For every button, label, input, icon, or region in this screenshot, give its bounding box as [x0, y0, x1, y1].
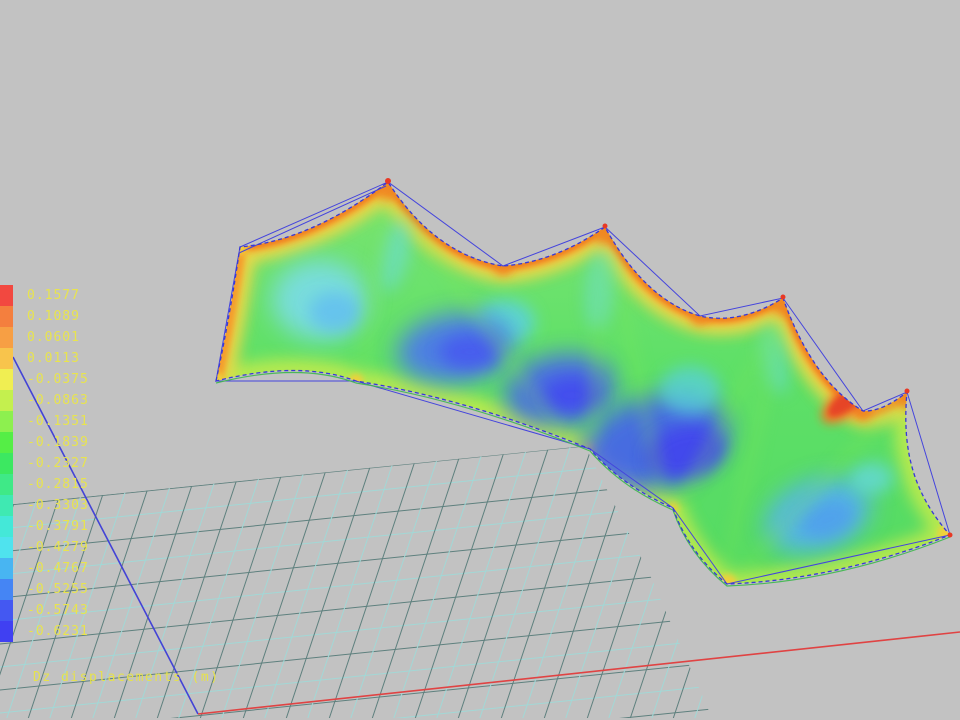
- grid-line: [667, 446, 712, 718]
- grid-line: [258, 446, 363, 718]
- legend-color-band: [0, 579, 13, 600]
- legend-value: 0.1577: [27, 288, 80, 303]
- legend-color-band: [0, 411, 13, 432]
- grid-line: [0, 590, 712, 669]
- grid-line: [0, 705, 712, 718]
- grid-line: [0, 613, 712, 692]
- legend-color-band: [0, 390, 13, 411]
- grid-line: [0, 446, 712, 508]
- grid-line: [495, 446, 600, 718]
- grid-line: [323, 446, 428, 718]
- legend-title: Dz displacements (m): [33, 670, 220, 685]
- legend-color-band: [0, 285, 13, 306]
- legend-color-band: [0, 537, 13, 558]
- grid-line: [215, 446, 320, 718]
- legend-value: -0.2327: [27, 456, 89, 471]
- grid-line: [473, 446, 578, 718]
- legend-color-band: [0, 558, 13, 579]
- legend-value: -0.1351: [27, 414, 89, 429]
- legend-value: 0.0601: [27, 330, 80, 345]
- legend-value: -0.2815: [27, 477, 89, 492]
- grid-line: [280, 446, 385, 718]
- legend-value: -0.1839: [27, 435, 89, 450]
- grid-line: [344, 446, 449, 718]
- legend-color-band: [0, 327, 13, 348]
- legend-value: -0.3303: [27, 498, 89, 513]
- legend-colorbar: [0, 285, 13, 642]
- grid-line: [0, 682, 712, 718]
- grid-line: [452, 446, 557, 718]
- grid-line: [0, 659, 712, 718]
- edge-cable: [215, 371, 951, 587]
- grid-line: [0, 544, 712, 623]
- legend-value: -0.0375: [27, 372, 89, 387]
- legend-color-band: [0, 432, 13, 453]
- legend-color-band: [0, 369, 13, 390]
- legend-color-band: [0, 453, 13, 474]
- grid-line: [237, 446, 342, 718]
- grid-line: [0, 498, 712, 577]
- legend-color-band: [0, 495, 13, 516]
- legend-value: 0.1089: [27, 309, 80, 324]
- legend-value: -0.0863: [27, 393, 89, 408]
- legend-color-band: [0, 474, 13, 495]
- legend-value: -0.5255: [27, 582, 89, 597]
- legend-value: 0.0113: [27, 351, 80, 366]
- x-axis-line: [197, 631, 960, 715]
- legend-value: -0.5743: [27, 603, 89, 618]
- legend-color-band: [0, 516, 13, 537]
- legend-color-band: [0, 600, 13, 621]
- grid-line: [516, 446, 621, 718]
- grid-line: [430, 446, 535, 718]
- grid-line: [366, 446, 471, 718]
- legend-color-band: [0, 306, 13, 327]
- legend-values: 0.1577 0.1089 0.0601 0.0113 -0.0375 -0.0863 -0…: [27, 285, 117, 642]
- peak-node-dots: [385, 178, 953, 538]
- legend-value: -0.3791: [27, 519, 89, 534]
- grid-line: [0, 567, 712, 646]
- grid-line: [409, 446, 514, 718]
- legend-value: -0.4279: [27, 540, 89, 555]
- legend-value: -0.4767: [27, 561, 89, 576]
- legend-color-band: [0, 621, 13, 642]
- y-axis-line: [12, 356, 199, 715]
- grid-line: [301, 446, 406, 718]
- legend-color-band: [0, 348, 13, 369]
- legend-value: -0.6231: [27, 624, 89, 639]
- membrane-boundary-dashed: [215, 181, 952, 585]
- grid-line: [387, 446, 492, 718]
